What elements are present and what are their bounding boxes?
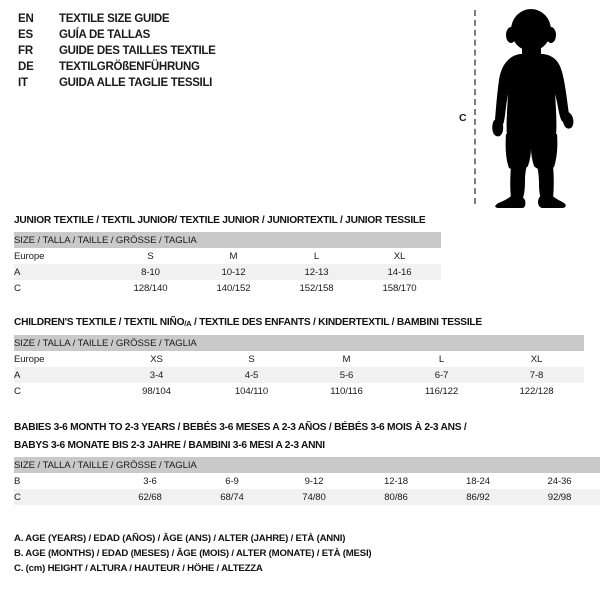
babies-row-label-b: B xyxy=(14,473,109,489)
height-illustration: C xyxy=(452,8,592,208)
legend-line-c: C. (cm) HEIGHT / ALTURA / HAUTEUR / HÖHE… xyxy=(14,563,263,574)
babies-b-col6: 24-36 xyxy=(519,473,600,489)
language-row-fr: FR GUIDE DES TAILLES TEXTILE xyxy=(18,43,438,59)
language-header-block: EN TEXTILE SIZE GUIDE ES GUÍA DE TALLAS … xyxy=(18,11,438,91)
language-code-de: DE xyxy=(18,61,34,73)
children-c-col1: 98/104 xyxy=(109,383,204,399)
junior-size-table: SIZE / TALLA / TAILLE / GRÖSSE / TAGLIA … xyxy=(14,232,441,296)
junior-europe-col1: S xyxy=(109,248,192,264)
children-band-header-row: SIZE / TALLA / TAILLE / GRÖSSE / TAGLIA xyxy=(14,335,584,351)
language-code-fr: FR xyxy=(18,45,33,57)
junior-c-col2: 140/152 xyxy=(192,280,275,296)
babies-size-table: SIZE / TALLA / TAILLE / GRÖSSE / TAGLIA … xyxy=(14,457,600,505)
table-row: C 98/104 104/110 110/116 116/122 122/128 xyxy=(14,383,584,399)
height-marker-label: C xyxy=(459,112,467,124)
babies-c-col2: 68/74 xyxy=(191,489,273,505)
legend-line-a: A. AGE (YEARS) / EDAD (AÑOS) / ÂGE (ANS)… xyxy=(14,533,346,544)
junior-row-label-europe: Europe xyxy=(14,248,109,264)
language-title-de: TEXTILGRÖßENFÜHRUNG xyxy=(59,61,200,73)
junior-a-col2: 10-12 xyxy=(192,264,275,280)
babies-textile-section: BABIES 3-6 MONTH TO 2-3 YEARS / BEBÉS 3-… xyxy=(14,421,600,505)
children-band-header-label: SIZE / TALLA / TAILLE / GRÖSSE / TAGLIA xyxy=(14,335,584,351)
children-title-subscript: /A xyxy=(184,319,192,328)
babies-row-label-c: C xyxy=(14,489,109,505)
babies-section-title-line1: BABIES 3-6 MONTH TO 2-3 YEARS / BEBÉS 3-… xyxy=(14,422,467,433)
language-code-es: ES xyxy=(18,29,33,41)
junior-europe-col4: XL xyxy=(358,248,441,264)
table-row: C 62/68 68/74 74/80 80/86 86/92 92/98 xyxy=(14,489,600,505)
children-title-part1: CHILDREN'S TEXTILE / TEXTIL NIÑO xyxy=(14,317,185,328)
junior-a-col1: 8-10 xyxy=(109,264,192,280)
height-dashed-line xyxy=(474,10,476,204)
junior-row-label-a: A xyxy=(14,264,109,280)
babies-c-col5: 86/92 xyxy=(437,489,519,505)
children-row-label-a: A xyxy=(14,367,109,383)
babies-c-col4: 80/86 xyxy=(355,489,437,505)
children-a-col3: 5-6 xyxy=(299,367,394,383)
junior-section-title: JUNIOR TEXTILE / TEXTIL JUNIOR/ TEXTILE … xyxy=(14,215,426,226)
babies-c-col3: 74/80 xyxy=(273,489,355,505)
babies-band-header-row: SIZE / TALLA / TAILLE / GRÖSSE / TAGLIA xyxy=(14,457,600,473)
children-europe-col5: XL xyxy=(489,351,584,367)
children-europe-col3: M xyxy=(299,351,394,367)
language-title-en: TEXTILE SIZE GUIDE xyxy=(59,13,170,25)
toddler-silhouette-icon xyxy=(492,9,574,208)
junior-c-col1: 128/140 xyxy=(109,280,192,296)
language-title-fr: GUIDE DES TAILLES TEXTILE xyxy=(59,45,216,57)
table-row: Europe S M L XL xyxy=(14,248,441,264)
language-row-es: ES GUÍA DE TALLAS xyxy=(18,27,438,43)
children-europe-col1: XS xyxy=(109,351,204,367)
table-row: Europe XS S M L XL xyxy=(14,351,584,367)
measurement-legend: A. AGE (YEARS) / EDAD (AÑOS) / ÂGE (ANS)… xyxy=(14,531,372,576)
language-code-it: IT xyxy=(18,77,28,89)
babies-b-col3: 9-12 xyxy=(273,473,355,489)
junior-europe-col2: M xyxy=(192,248,275,264)
children-title-part2: / TEXTILE DES ENFANTS / KINDERTEXTIL / B… xyxy=(191,317,482,328)
babies-section-title-line2: BABYS 3-6 MONATE BIS 2-3 JAHRE / BAMBINI… xyxy=(14,440,325,451)
children-textile-section: CHILDREN'S TEXTILE / TEXTIL NIÑO/A / TEX… xyxy=(14,316,584,399)
junior-c-col3: 152/158 xyxy=(275,280,358,296)
children-europe-col2: S xyxy=(204,351,299,367)
junior-row-label-c: C xyxy=(14,280,109,296)
babies-b-col1: 3-6 xyxy=(109,473,191,489)
babies-band-header-label: SIZE / TALLA / TAILLE / GRÖSSE / TAGLIA xyxy=(14,457,600,473)
junior-textile-section: JUNIOR TEXTILE / TEXTIL JUNIOR/ TEXTILE … xyxy=(14,214,441,296)
children-c-col2: 104/110 xyxy=(204,383,299,399)
language-row-it: IT GUIDA ALLE TAGLIE TESSILI xyxy=(18,75,438,91)
children-a-col2: 4-5 xyxy=(204,367,299,383)
table-row: B 3-6 6-9 9-12 12-18 18-24 24-36 xyxy=(14,473,600,489)
children-europe-col4: L xyxy=(394,351,489,367)
children-row-label-europe: Europe xyxy=(14,351,109,367)
table-row: A 8-10 10-12 12-13 14-16 xyxy=(14,264,441,280)
babies-b-col5: 18-24 xyxy=(437,473,519,489)
language-row-en: EN TEXTILE SIZE GUIDE xyxy=(18,11,438,27)
junior-a-col4: 14-16 xyxy=(358,264,441,280)
children-a-col5: 7-8 xyxy=(489,367,584,383)
table-row: C 128/140 140/152 152/158 158/170 xyxy=(14,280,441,296)
language-row-de: DE TEXTILGRÖßENFÜHRUNG xyxy=(18,59,438,75)
children-a-col4: 6-7 xyxy=(394,367,489,383)
junior-europe-col3: L xyxy=(275,248,358,264)
children-a-col1: 3-4 xyxy=(109,367,204,383)
children-size-table: SIZE / TALLA / TAILLE / GRÖSSE / TAGLIA … xyxy=(14,335,584,399)
junior-c-col4: 158/170 xyxy=(358,280,441,296)
babies-b-col4: 12-18 xyxy=(355,473,437,489)
babies-c-col6: 92/98 xyxy=(519,489,600,505)
children-section-title: CHILDREN'S TEXTILE / TEXTIL NIÑO/A / TEX… xyxy=(14,316,584,331)
children-c-col5: 122/128 xyxy=(489,383,584,399)
children-c-col3: 110/116 xyxy=(299,383,394,399)
junior-band-header-row: SIZE / TALLA / TAILLE / GRÖSSE / TAGLIA xyxy=(14,232,441,248)
children-c-col4: 116/122 xyxy=(394,383,489,399)
language-code-en: EN xyxy=(18,13,34,25)
junior-band-header-label: SIZE / TALLA / TAILLE / GRÖSSE / TAGLIA xyxy=(14,232,441,248)
language-title-it: GUIDA ALLE TAGLIE TESSILI xyxy=(59,77,213,89)
junior-a-col3: 12-13 xyxy=(275,264,358,280)
language-title-es: GUÍA DE TALLAS xyxy=(59,29,150,41)
babies-c-col1: 62/68 xyxy=(109,489,191,505)
babies-b-col2: 6-9 xyxy=(191,473,273,489)
legend-line-b: B. AGE (MONTHS) / EDAD (MESES) / ÂGE (MO… xyxy=(14,548,372,559)
children-row-label-c: C xyxy=(14,383,109,399)
table-row: A 3-4 4-5 5-6 6-7 7-8 xyxy=(14,367,584,383)
